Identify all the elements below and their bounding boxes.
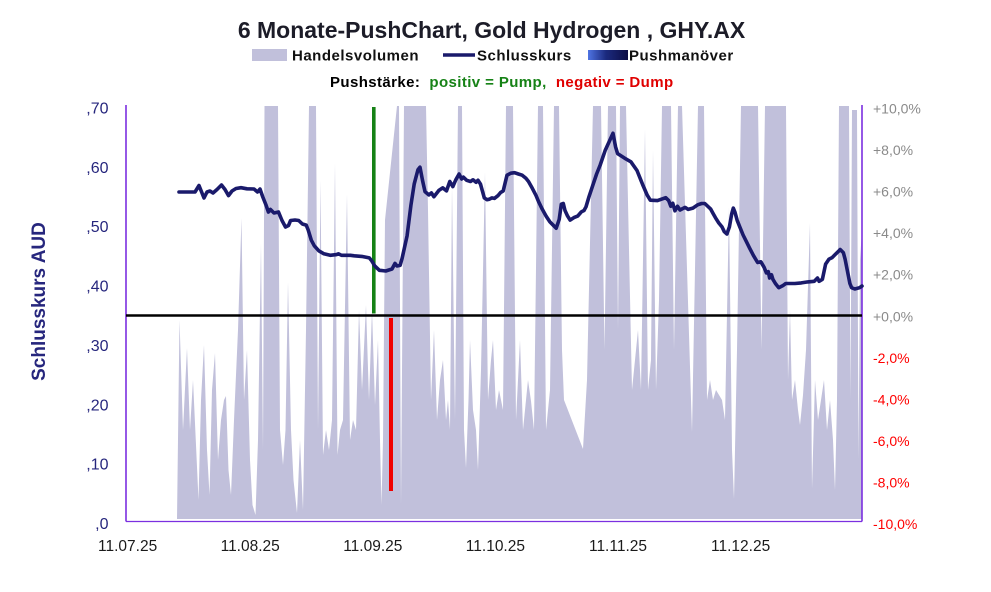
- svg-text:,70: ,70: [86, 101, 108, 118]
- svg-text:+6,0%: +6,0%: [873, 184, 913, 200]
- svg-text:Schlusskurs: Schlusskurs: [477, 48, 572, 65]
- svg-text:-8,0%: -8,0%: [873, 474, 910, 490]
- svg-text:Schlusskurs AUD: Schlusskurs AUD: [29, 222, 50, 381]
- svg-text:+2,0%: +2,0%: [873, 267, 913, 283]
- svg-text:+0,0%: +0,0%: [873, 308, 913, 324]
- svg-text:-2,0%: -2,0%: [873, 350, 910, 366]
- svg-text:11.08.25: 11.08.25: [221, 538, 280, 555]
- svg-text:-4,0%: -4,0%: [873, 391, 910, 407]
- svg-text:+10,0%: +10,0%: [873, 101, 921, 117]
- svg-text:,20: ,20: [86, 397, 108, 414]
- svg-text:6 Monate-PushChart, Gold Hydro: 6 Monate-PushChart, Gold Hydrogen , GHY.…: [238, 17, 746, 43]
- svg-text:,40: ,40: [86, 279, 108, 296]
- svg-text:11.07.25: 11.07.25: [98, 538, 157, 555]
- svg-text:11.10.25: 11.10.25: [466, 538, 525, 555]
- svg-text:-6,0%: -6,0%: [873, 433, 910, 449]
- svg-text:11.12.25: 11.12.25: [711, 538, 770, 555]
- svg-text:Pushmanöver: Pushmanöver: [629, 48, 734, 65]
- svg-text:11.09.25: 11.09.25: [343, 538, 402, 555]
- svg-text:Handelsvolumen: Handelsvolumen: [292, 48, 419, 65]
- svg-text:+4,0%: +4,0%: [873, 225, 913, 241]
- svg-text:,60: ,60: [86, 160, 108, 177]
- svg-text:,30: ,30: [86, 338, 108, 355]
- svg-text:Pushstärke: positiv = Pump,: Pushstärke: positiv = Pump, negativ = Du…: [330, 74, 674, 91]
- svg-text:11.11.25: 11.11.25: [589, 538, 647, 555]
- svg-text:,50: ,50: [86, 219, 108, 236]
- svg-text:+8,0%: +8,0%: [873, 142, 913, 158]
- svg-text:-10,0%: -10,0%: [873, 516, 917, 532]
- svg-text:,10: ,10: [86, 457, 108, 474]
- svg-text:,0: ,0: [95, 516, 108, 533]
